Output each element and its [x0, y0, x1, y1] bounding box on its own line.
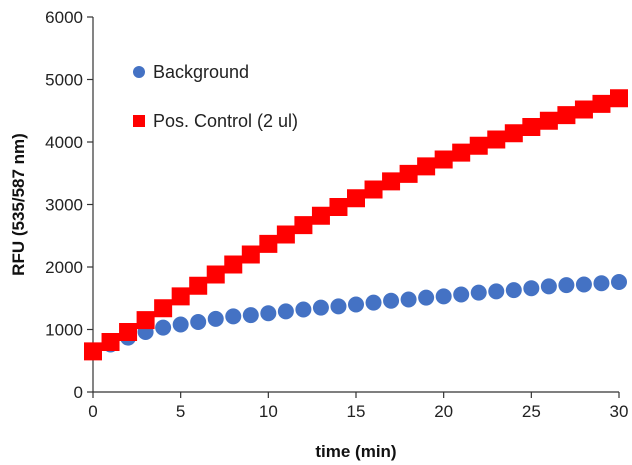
background-point: [523, 280, 540, 297]
background-point: [418, 289, 435, 306]
pos-control-point: [84, 342, 102, 361]
pos-control-point: [119, 323, 138, 341]
background-point: [172, 316, 189, 333]
pos-control-point: [504, 124, 523, 143]
background-point: [242, 307, 259, 324]
pos-control-point: [417, 157, 436, 176]
background-point: [155, 319, 172, 336]
y-tick-label: 6000: [45, 8, 83, 27]
background-point: [295, 301, 312, 318]
background-point: [207, 310, 224, 327]
pos-control-point: [347, 189, 365, 208]
x-axis-title: time (min): [315, 442, 396, 461]
pos-control-point: [522, 118, 541, 136]
background-point: [558, 277, 575, 294]
background-point: [435, 288, 452, 305]
y-axis-title: RFU (535/587 nm): [9, 133, 28, 276]
y-tick-label: 5000: [45, 71, 83, 90]
background-point: [277, 303, 294, 320]
pos-control-point: [189, 276, 208, 295]
y-tick-label: 0: [74, 383, 83, 402]
legend-marker-circle: [133, 66, 145, 78]
background-point: [611, 274, 627, 290]
pos-control-point: [382, 172, 401, 191]
background-point: [470, 284, 487, 301]
background-point: [260, 305, 277, 322]
background-point: [365, 294, 382, 311]
pos-control-point: [101, 333, 120, 351]
pos-control-point: [206, 265, 225, 284]
pos-control-point: [539, 111, 558, 130]
x-tick-label: 25: [522, 402, 541, 421]
background-point: [453, 286, 470, 303]
x-tick-label: 30: [610, 402, 629, 421]
series-layer: [84, 89, 628, 361]
series-pos-control: [84, 89, 628, 361]
pos-control-point: [574, 100, 593, 119]
pos-control-point: [224, 255, 243, 274]
x-axis-ticks: 0 5 10 15 20 25 30: [88, 392, 628, 421]
y-tick-label: 3000: [45, 196, 83, 215]
pos-control-point: [294, 216, 313, 235]
pos-control-point: [364, 180, 383, 199]
pos-control-point: [557, 106, 576, 125]
pos-control-point: [452, 143, 471, 162]
legend: Background Pos. Control (2 ul): [133, 62, 298, 131]
x-tick-label: 15: [347, 402, 366, 421]
pos-control-point: [399, 164, 418, 183]
x-tick-label: 0: [88, 402, 97, 421]
background-point: [312, 299, 329, 316]
pos-control-point: [487, 130, 506, 149]
legend-label: Background: [153, 62, 249, 82]
pos-control-point: [241, 245, 260, 264]
pos-control-point: [434, 150, 453, 169]
pos-control-point: [592, 94, 611, 113]
pos-control-point: [154, 299, 173, 318]
pos-control-point: [276, 225, 295, 244]
pos-control-point: [311, 206, 330, 225]
pos-control-point: [469, 136, 488, 155]
legend-label: Pos. Control (2 ul): [153, 111, 298, 131]
background-point: [190, 314, 207, 330]
background-point: [400, 291, 417, 308]
background-point: [383, 292, 400, 309]
background-point: [540, 278, 557, 295]
background-point: [225, 308, 242, 325]
legend-item: Background: [133, 62, 249, 82]
pos-control-point: [136, 311, 155, 330]
background-point: [505, 282, 522, 299]
y-tick-label: 1000: [45, 321, 83, 340]
background-point: [593, 275, 610, 292]
background-point: [488, 283, 505, 300]
x-tick-label: 10: [259, 402, 278, 421]
pos-control-point: [259, 234, 278, 253]
y-axis-ticks: 0 1000 2000 3000 4000 5000 6000: [45, 8, 93, 402]
background-point: [330, 298, 347, 315]
pos-control-point: [171, 287, 190, 306]
x-tick-label: 20: [434, 402, 453, 421]
legend-marker-square: [133, 115, 145, 127]
background-point: [575, 276, 592, 293]
legend-item: Pos. Control (2 ul): [133, 111, 298, 131]
y-tick-label: 2000: [45, 258, 83, 277]
x-tick-label: 5: [176, 402, 185, 421]
y-tick-label: 4000: [45, 133, 83, 152]
background-point: [348, 296, 364, 313]
pos-control-point: [329, 198, 348, 216]
pos-control-point: [610, 89, 628, 108]
